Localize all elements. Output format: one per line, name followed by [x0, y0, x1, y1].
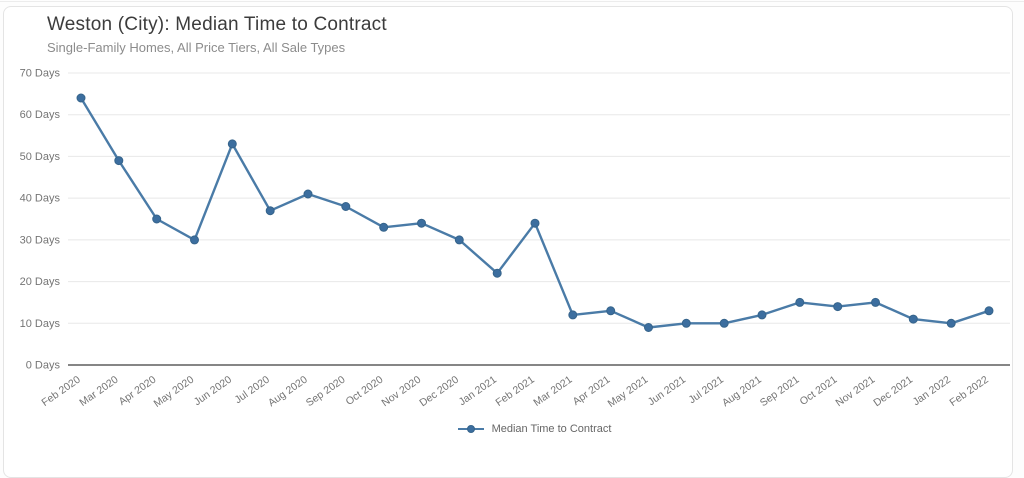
data-point[interactable] [984, 306, 994, 316]
y-tick-label: 20 Days [20, 276, 61, 288]
x-tick-label: Aug 2020 [266, 374, 310, 410]
y-tick-label: 60 Days [20, 109, 61, 121]
x-tick-label: Mar 2021 [531, 374, 574, 409]
data-point[interactable] [681, 318, 691, 328]
data-point[interactable] [303, 189, 313, 199]
page-title: Weston (City): Median Time to Contract [47, 14, 387, 35]
x-tick-label: Dec 2021 [871, 374, 915, 410]
data-point[interactable] [908, 314, 918, 324]
x-tick-label: Oct 2020 [344, 374, 386, 408]
y-tick-label: 40 Days [20, 193, 61, 205]
data-point[interactable] [530, 218, 540, 228]
x-tick-label: May 2020 [152, 374, 197, 410]
x-tick-label: Sep 2021 [758, 374, 802, 410]
y-tick-label: 0 Days [26, 360, 61, 372]
chart-card [3, 6, 1013, 478]
x-tick-label: Jul 2021 [686, 374, 726, 407]
x-tick-label: Oct 2021 [798, 374, 840, 408]
x-tick-label: Feb 2022 [947, 374, 990, 409]
data-point[interactable] [757, 310, 767, 320]
data-point[interactable] [568, 310, 578, 320]
data-point[interactable] [114, 156, 124, 166]
data-point[interactable] [492, 268, 502, 278]
data-point[interactable] [379, 222, 389, 232]
x-tick-label: Feb 2021 [493, 374, 536, 409]
x-tick-label: Aug 2021 [720, 374, 764, 410]
data-point[interactable] [833, 302, 843, 312]
data-point[interactable] [644, 323, 653, 332]
x-tick-label: Nov 2021 [834, 374, 878, 410]
x-tick-label: Jul 2020 [232, 374, 272, 407]
x-tick-label: Nov 2020 [380, 374, 424, 410]
x-tick-label: Feb 2020 [39, 374, 82, 409]
data-point[interactable] [227, 139, 237, 149]
data-point[interactable] [454, 235, 464, 245]
data-point[interactable] [795, 297, 805, 307]
x-tick-label: Jan 2021 [457, 374, 499, 409]
data-point[interactable] [152, 214, 162, 224]
data-point[interactable] [417, 218, 426, 228]
legend-line-marker-icon [457, 425, 484, 433]
y-tick-label: 10 Days [20, 318, 61, 330]
data-point[interactable] [76, 93, 86, 103]
legend-item-median-time[interactable]: Median Time to Contract [457, 423, 612, 435]
data-point[interactable] [341, 202, 351, 211]
series-line [79, 96, 991, 329]
chart-header: Weston (City): Median Time to Contract S… [47, 14, 387, 55]
data-point[interactable] [871, 297, 880, 307]
median-time-line-chart: 0 Days 10 Days 20 Days 30 Days 40 Days 50 Day… [20, 68, 1010, 410]
y-tick-label: 30 Days [20, 234, 61, 246]
data-point[interactable] [946, 318, 956, 328]
page-subtitle: Single-Family Homes, All Price Tiers, Al… [47, 40, 346, 55]
x-tick-label: Jan 2022 [911, 374, 953, 409]
data-point[interactable] [719, 318, 729, 328]
x-tick-label: Jun 2021 [646, 374, 688, 409]
y-tick-label: 70 Days [20, 68, 61, 80]
window-top-divider [0, 1, 1024, 2]
data-point[interactable] [265, 206, 275, 216]
x-tick-label: Jun 2020 [192, 374, 234, 409]
x-tick-label: May 2021 [606, 374, 651, 410]
x-tick-label: Mar 2020 [77, 374, 120, 409]
legend-label: Median Time to Contract [491, 423, 612, 435]
x-tick-label: Dec 2020 [417, 374, 461, 410]
y-tick-label: 50 Days [20, 151, 61, 163]
data-point[interactable] [606, 306, 616, 316]
x-tick-label: Sep 2020 [304, 374, 348, 410]
chart-legend: Median Time to Contract [0, 423, 1024, 435]
data-point[interactable] [190, 235, 199, 245]
